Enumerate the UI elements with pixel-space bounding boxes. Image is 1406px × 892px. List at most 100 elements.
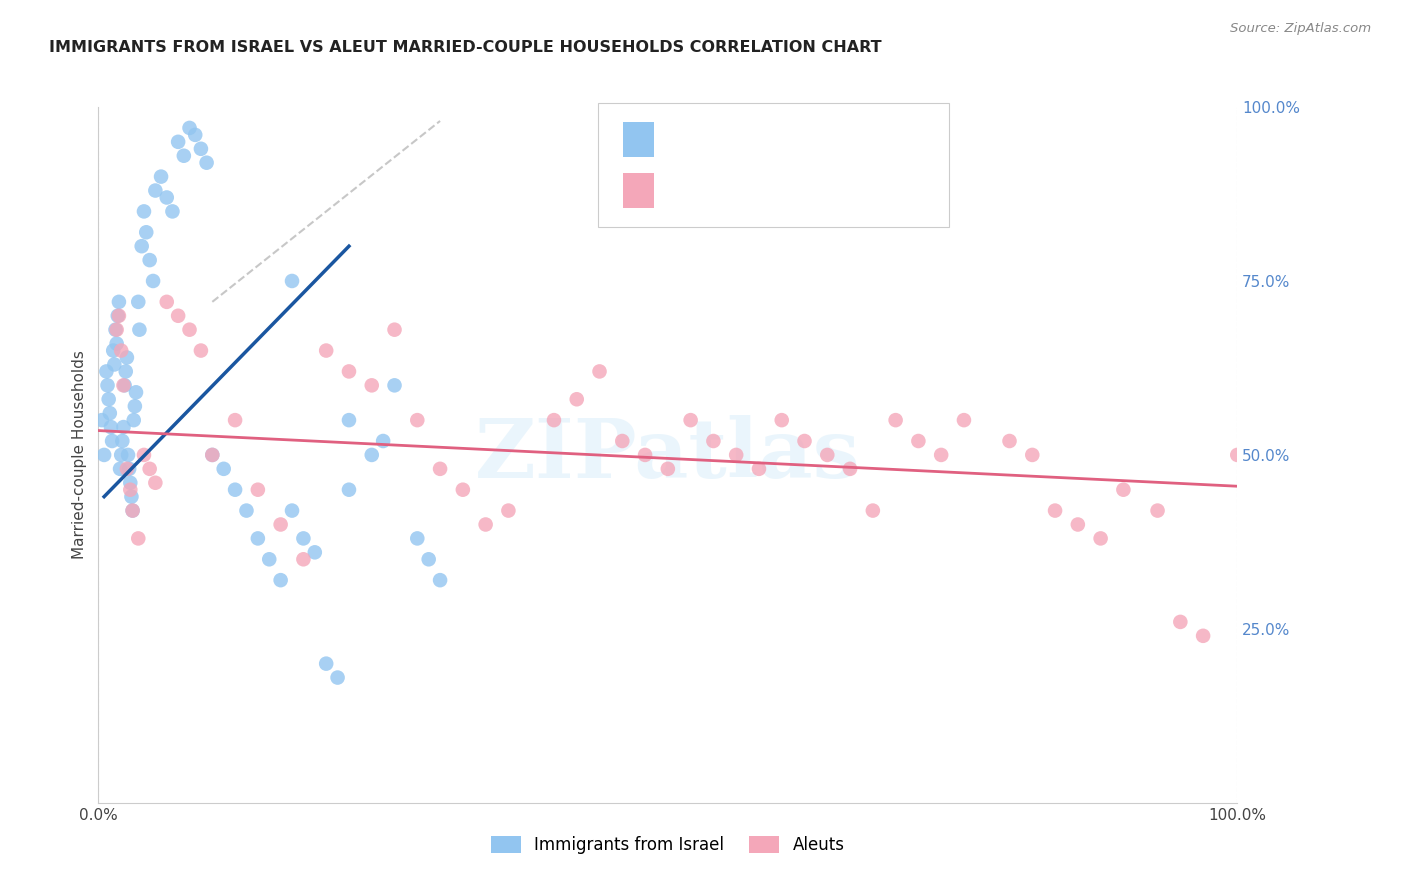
- Point: [1170, 615, 1192, 629]
- Text: 58: 58: [832, 181, 859, 200]
- Text: -0.156: -0.156: [720, 181, 790, 200]
- Point: [315, 657, 337, 671]
- Point: [167, 135, 190, 149]
- Point: [315, 343, 337, 358]
- Point: [127, 532, 149, 546]
- Point: [406, 532, 429, 546]
- Point: [111, 434, 134, 448]
- Point: [1090, 532, 1112, 546]
- Point: [150, 169, 173, 184]
- Point: [429, 573, 451, 587]
- Point: [93, 448, 115, 462]
- Point: [114, 364, 136, 378]
- Point: [108, 294, 131, 309]
- Point: [337, 483, 360, 497]
- Text: 67: 67: [832, 130, 859, 149]
- Point: [360, 378, 382, 392]
- Text: N =: N =: [790, 181, 846, 200]
- Legend: Immigrants from Israel, Aleuts: Immigrants from Israel, Aleuts: [484, 829, 852, 861]
- Point: [145, 475, 167, 490]
- Point: [108, 309, 131, 323]
- Point: [138, 462, 160, 476]
- Point: [418, 552, 440, 566]
- Point: [292, 532, 315, 546]
- Point: [97, 392, 120, 407]
- Point: [124, 399, 146, 413]
- Point: [184, 128, 207, 142]
- Point: [998, 434, 1021, 448]
- Text: R =: R =: [671, 130, 720, 149]
- Point: [224, 413, 246, 427]
- Point: [1226, 448, 1249, 462]
- Point: [451, 483, 474, 497]
- Point: [190, 343, 212, 358]
- Point: [112, 420, 135, 434]
- Point: [195, 155, 218, 169]
- Point: [201, 448, 224, 462]
- Point: [156, 190, 179, 204]
- Point: [565, 392, 588, 407]
- Point: [142, 274, 165, 288]
- Point: [270, 517, 292, 532]
- Point: [543, 413, 565, 427]
- Point: [100, 420, 122, 434]
- Point: [588, 364, 610, 378]
- Point: [167, 309, 190, 323]
- Point: [246, 483, 269, 497]
- Point: [104, 323, 127, 337]
- Point: [246, 532, 269, 546]
- Point: [103, 343, 125, 358]
- Point: [770, 413, 793, 427]
- Point: [474, 517, 496, 532]
- Point: [117, 448, 139, 462]
- Point: [384, 378, 406, 392]
- Point: [406, 413, 429, 427]
- Point: [131, 239, 153, 253]
- Point: [112, 378, 135, 392]
- Text: R =: R =: [671, 181, 713, 200]
- Point: [121, 503, 143, 517]
- Text: ZIPatlas: ZIPatlas: [475, 415, 860, 495]
- Point: [259, 552, 281, 566]
- Point: [224, 483, 246, 497]
- Point: [179, 323, 201, 337]
- Point: [132, 448, 155, 462]
- Point: [96, 364, 118, 378]
- Point: [115, 462, 138, 476]
- Point: [122, 413, 145, 427]
- Point: [115, 351, 138, 365]
- Point: [120, 490, 142, 504]
- Point: [498, 503, 520, 517]
- Point: [108, 462, 131, 476]
- Point: [162, 204, 184, 219]
- Point: [907, 434, 929, 448]
- Point: [235, 503, 257, 517]
- Point: [384, 323, 406, 337]
- Point: [839, 462, 862, 476]
- Point: [270, 573, 292, 587]
- Y-axis label: Married-couple Households: Married-couple Households: [72, 351, 87, 559]
- Point: [337, 413, 360, 427]
- Point: [953, 413, 976, 427]
- Text: IMMIGRANTS FROM ISRAEL VS ALEUT MARRIED-COUPLE HOUSEHOLDS CORRELATION CHART: IMMIGRANTS FROM ISRAEL VS ALEUT MARRIED-…: [49, 40, 882, 55]
- Point: [702, 434, 724, 448]
- Point: [929, 448, 952, 462]
- Point: [1067, 517, 1090, 532]
- Point: [125, 385, 148, 400]
- Point: [429, 462, 451, 476]
- Point: [132, 204, 155, 219]
- Point: [105, 336, 128, 351]
- Text: 0.303: 0.303: [727, 130, 787, 149]
- Point: [679, 413, 702, 427]
- Point: [657, 462, 679, 476]
- Point: [145, 184, 167, 198]
- Point: [360, 448, 382, 462]
- Point: [1043, 503, 1066, 517]
- Point: [138, 253, 160, 268]
- Point: [1146, 503, 1168, 517]
- Point: [128, 323, 150, 337]
- Point: [371, 434, 394, 448]
- Point: [120, 475, 142, 490]
- Point: [120, 483, 142, 497]
- Point: [107, 309, 129, 323]
